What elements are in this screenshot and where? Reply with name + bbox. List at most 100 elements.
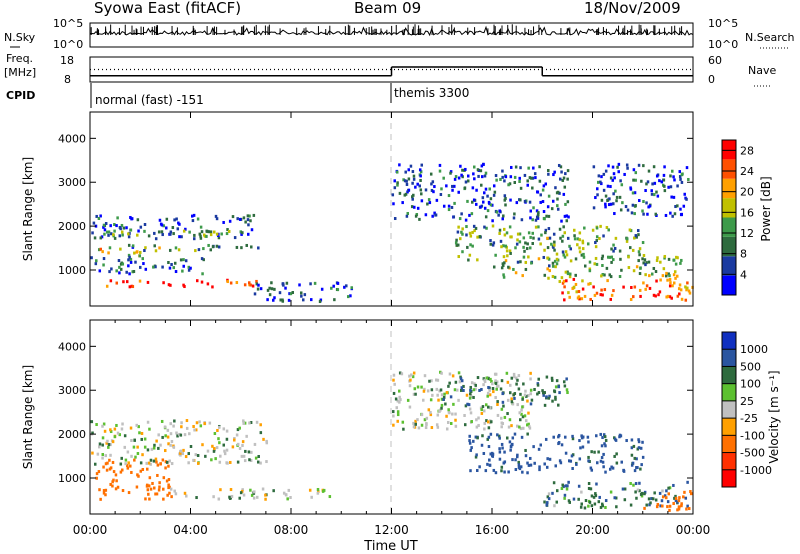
power-cell	[498, 231, 501, 235]
power-cell	[99, 236, 103, 240]
velocity-cell	[229, 460, 232, 464]
power-cell	[581, 241, 585, 245]
power-cell	[683, 192, 686, 196]
power-cell	[259, 287, 263, 291]
power-cell	[523, 199, 527, 203]
power-cell	[173, 218, 176, 222]
velocity-cell	[487, 405, 490, 409]
velocity-cell	[472, 439, 475, 443]
power-cell	[547, 169, 550, 173]
power-cell	[634, 204, 637, 208]
power-cell	[610, 247, 613, 251]
power-cell	[93, 236, 97, 240]
velocity-cell	[167, 483, 170, 487]
velocity-cell	[98, 445, 101, 449]
velocity-cell	[172, 424, 175, 428]
power-cell	[278, 291, 282, 295]
velocity-cell	[169, 487, 173, 491]
power-cell	[663, 189, 667, 193]
velocity-cell	[603, 435, 607, 439]
velocity-cell	[109, 453, 112, 457]
velocity-cell	[442, 397, 445, 401]
velocity-cell	[560, 487, 564, 491]
power-cell	[638, 272, 642, 276]
power-cell	[518, 176, 521, 180]
velocity-cell	[181, 452, 185, 456]
power-cell	[638, 247, 642, 251]
power-cell	[476, 258, 479, 262]
power-cell	[537, 237, 541, 241]
velocity-cell	[615, 505, 618, 509]
velocity-cell	[469, 392, 472, 396]
power-cell	[564, 202, 567, 206]
velocity-cell	[147, 461, 151, 465]
velocity-colorbar-tick-label: -100	[740, 429, 765, 442]
velocity-cell	[436, 393, 439, 397]
power-cell	[241, 231, 244, 235]
power-cell	[169, 230, 173, 234]
power-cell	[668, 295, 672, 299]
power-cell	[419, 170, 423, 174]
x-tick-label-3: 12:00	[374, 523, 409, 537]
y-tick-label-3: 4000	[58, 340, 86, 353]
velocity-cell	[486, 391, 490, 395]
power-cell	[273, 296, 276, 300]
velocity-cell	[640, 463, 643, 467]
power-cell	[648, 286, 652, 290]
velocity-cell	[541, 389, 544, 393]
velocity-cell	[659, 504, 662, 508]
velocity-cell	[462, 384, 465, 388]
velocity-cell	[420, 413, 424, 417]
velocity-cell	[214, 457, 217, 461]
power-cell	[477, 174, 480, 178]
velocity-cell	[108, 458, 111, 462]
velocity-cell	[443, 392, 446, 396]
power-cell	[534, 218, 538, 222]
power-cell	[426, 202, 429, 206]
power-cell	[667, 272, 670, 276]
velocity-cell	[487, 426, 491, 430]
velocity-cell	[516, 424, 519, 428]
power-cell	[206, 282, 210, 286]
velocity-cell	[525, 394, 528, 398]
velocity-cell	[109, 428, 112, 432]
noise-tick-left-top: 10^5	[53, 17, 83, 30]
velocity-cell	[551, 491, 554, 495]
power-cell	[405, 214, 409, 218]
noise-tick-right-bottom: 10^0	[708, 38, 738, 51]
power-cell	[200, 280, 204, 284]
velocity-cell	[538, 468, 541, 472]
power-cell	[508, 182, 512, 186]
velocity-cell	[446, 420, 450, 424]
power-cell	[504, 196, 507, 200]
power-cell	[539, 200, 542, 204]
power-cell	[645, 284, 649, 288]
power-cell	[127, 243, 131, 247]
velocity-cell	[417, 426, 421, 430]
power-cell	[430, 188, 434, 192]
velocity-cell	[430, 379, 433, 383]
velocity-cell	[478, 388, 481, 392]
velocity-cell	[677, 507, 681, 511]
power-cell	[227, 229, 231, 233]
power-cell	[343, 285, 346, 289]
power-cell	[651, 182, 654, 186]
velocity-cell	[435, 378, 438, 382]
velocity-cell	[242, 454, 246, 458]
power-cell	[405, 182, 409, 186]
velocity-cell	[114, 473, 118, 477]
velocity-cell	[584, 499, 588, 503]
power-cell	[615, 199, 618, 203]
power-cell	[671, 214, 674, 218]
power-cell	[182, 264, 185, 268]
power-cell	[128, 285, 132, 289]
velocity-cell	[545, 395, 548, 399]
velocity-cell	[635, 496, 638, 500]
velocity-cell	[161, 435, 164, 439]
freq-panel: Freq. [MHz] 18 8 60 0 Nave	[4, 52, 776, 87]
power-cell	[518, 232, 522, 236]
power-cell	[119, 247, 122, 251]
velocity-cell	[447, 384, 450, 388]
power-cell	[614, 189, 617, 193]
